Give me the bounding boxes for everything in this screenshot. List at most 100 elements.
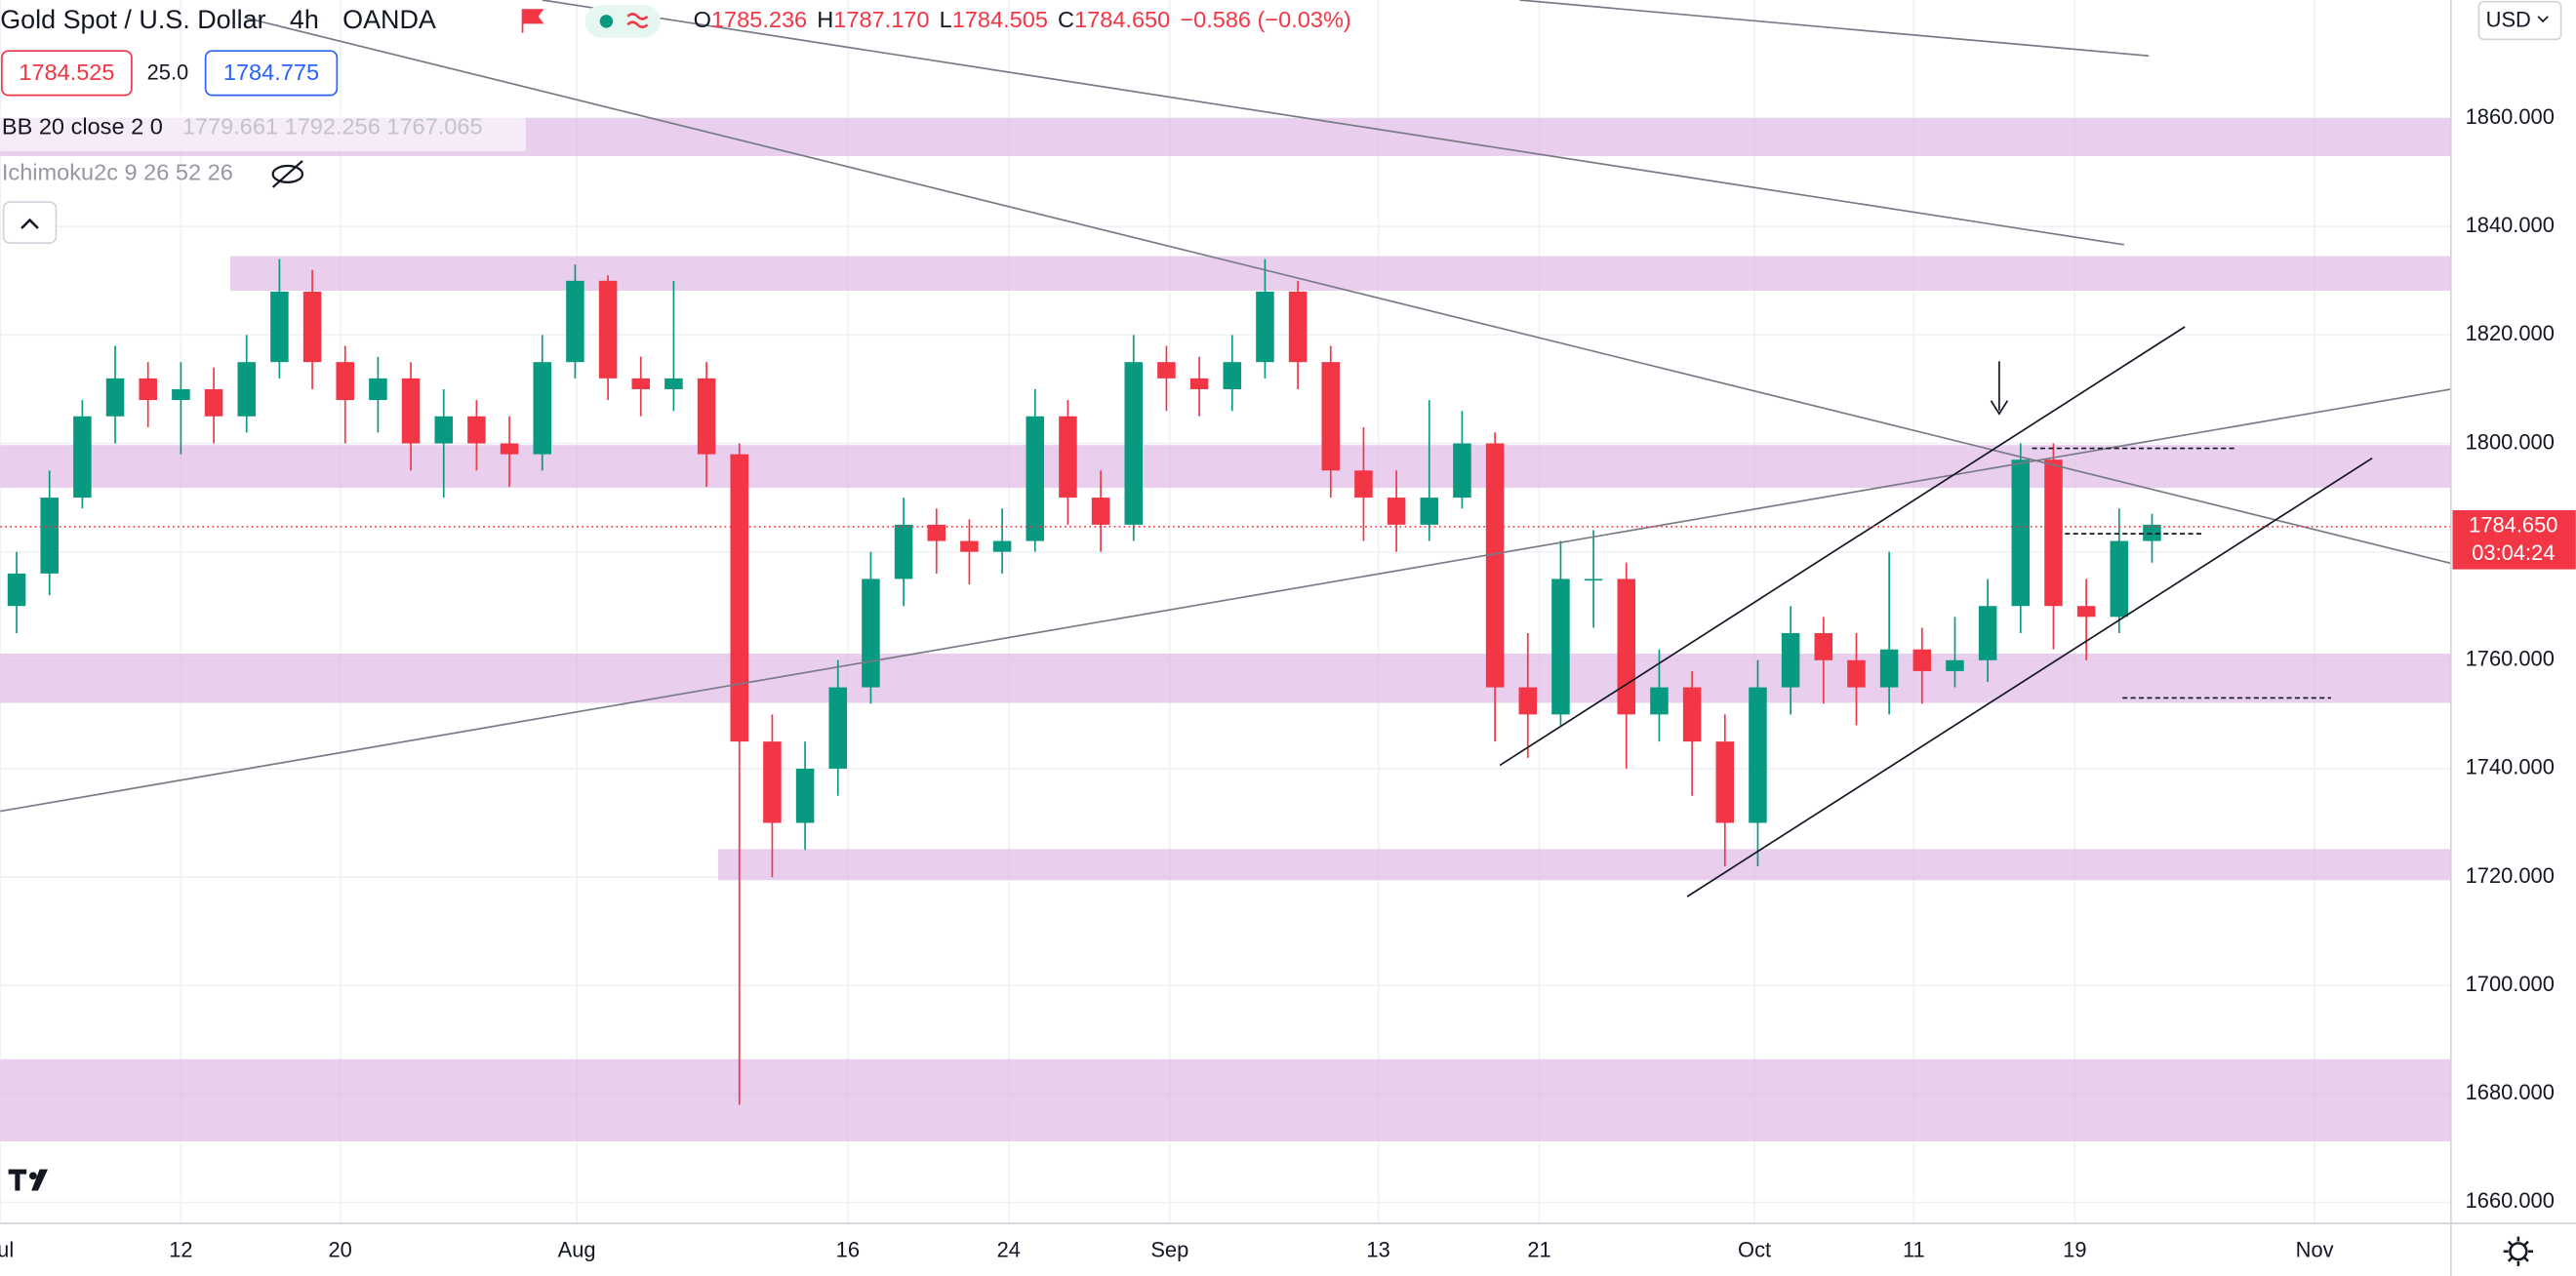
y-tick-label: 1840.000 xyxy=(2466,213,2555,237)
candle-body xyxy=(1814,633,1833,660)
candle-body xyxy=(369,378,387,401)
ohlc-value: 1784.505 xyxy=(952,7,1048,32)
ohlc-key: H xyxy=(817,7,833,32)
candle-body xyxy=(1518,687,1538,715)
candle-body xyxy=(664,378,683,389)
zone xyxy=(0,445,2451,488)
drawings xyxy=(0,0,2452,897)
settings-icon[interactable] xyxy=(2503,1236,2534,1266)
candle-body xyxy=(862,578,880,688)
channel-line xyxy=(1686,457,2373,897)
candle-body xyxy=(204,388,223,417)
x-tick-label: 11 xyxy=(1903,1238,1925,1262)
candle-body xyxy=(1157,362,1176,379)
candle-body xyxy=(7,573,26,607)
x-tick-label: Nov xyxy=(2296,1238,2334,1262)
candle-body xyxy=(598,280,618,379)
candle-body xyxy=(1749,687,1767,823)
tv-logo xyxy=(8,1169,49,1191)
candle-body xyxy=(1026,416,1045,541)
candle-body xyxy=(1584,578,1603,581)
currency-button[interactable] xyxy=(2477,0,2562,41)
status-dot xyxy=(599,15,614,28)
change: −0.586 (−0.03%) xyxy=(1180,7,1350,32)
trend-line xyxy=(246,17,2452,565)
trend-line xyxy=(1519,0,2150,58)
sell-price[interactable]: 1784.525 xyxy=(19,60,114,85)
exchange: OANDA xyxy=(342,5,436,34)
y-tick-label: 1660.000 xyxy=(2466,1188,2555,1213)
x-tick-label: Oct xyxy=(1738,1238,1771,1262)
price-axis-bg xyxy=(2450,0,2576,1276)
sell-button[interactable] xyxy=(1,50,133,97)
candle-body xyxy=(1420,498,1439,525)
ohlc-key: C xyxy=(1058,7,1074,32)
trend-line xyxy=(542,0,2124,246)
time-axis-bg xyxy=(0,1223,2576,1276)
hide-icon[interactable] xyxy=(271,160,304,188)
status-pill[interactable] xyxy=(584,5,661,38)
ohlc-line: O1785.236 H1787.170 L1784.505 C1784.650 −0.5… xyxy=(694,7,1351,32)
candle-body xyxy=(2110,540,2129,618)
header-line: Gold Spot / U.S. Dollar 4h OANDA xyxy=(0,5,436,34)
candle-body xyxy=(237,362,256,417)
candle-body xyxy=(73,416,92,498)
x-tick-label: 12 xyxy=(169,1238,192,1262)
y-tick-label: 1680.000 xyxy=(2466,1080,2555,1104)
buy-button[interactable] xyxy=(204,50,339,97)
last-price-label: 1784.650 xyxy=(2469,513,2557,538)
candle-body xyxy=(434,416,453,444)
candle-body xyxy=(1946,659,1964,671)
x-tick-label: 13 xyxy=(1366,1238,1389,1262)
dropdown-icon xyxy=(2537,16,2549,23)
collapse-button[interactable] xyxy=(2,201,58,244)
candle-body xyxy=(172,388,190,401)
ohlc-value: 1785.236 xyxy=(711,7,807,32)
currency[interactable]: USD xyxy=(2486,8,2531,32)
legend-bg xyxy=(0,111,526,151)
x-tick-label: 19 xyxy=(2063,1238,2086,1262)
candle-body xyxy=(992,540,1012,552)
channel-line xyxy=(1499,326,2186,767)
data-icon xyxy=(626,13,649,29)
ohlc-key: O xyxy=(694,7,711,32)
x-tick-label: Sep xyxy=(1150,1238,1188,1262)
candle-body xyxy=(1978,606,1997,660)
flag-icon[interactable] xyxy=(521,9,544,33)
candle-body xyxy=(631,378,650,389)
ichimoku-legend: Ichimoku2c 9 26 52 26 xyxy=(2,160,233,185)
candle-body xyxy=(1847,659,1866,688)
x-tick-label: 20 xyxy=(329,1238,352,1262)
candle-body xyxy=(828,687,848,769)
y-tick-label: 1760.000 xyxy=(2466,647,2555,671)
x-tick-label: Aug xyxy=(558,1238,596,1262)
candles xyxy=(7,259,2161,1105)
buy-price[interactable]: 1784.775 xyxy=(223,60,319,85)
trend-line xyxy=(0,388,2451,813)
candle-body xyxy=(1288,291,1308,363)
symbol-title: Gold Spot / U.S. Dollar xyxy=(0,5,265,34)
candle-body xyxy=(1256,291,1274,363)
x-tick-label: 21 xyxy=(1527,1238,1550,1262)
zone xyxy=(0,653,2451,703)
candle-body xyxy=(1682,687,1702,742)
y-tick-label: 1700.000 xyxy=(2466,972,2555,996)
candle-body xyxy=(500,443,519,455)
candle-body xyxy=(1485,443,1505,688)
candle-body xyxy=(697,378,716,455)
candle-body xyxy=(1189,378,1209,389)
chevron-up xyxy=(20,218,39,229)
y-tick-label: 1860.000 xyxy=(2466,104,2555,129)
candle-body xyxy=(960,540,979,552)
interval: 4h xyxy=(290,5,319,34)
candle-body xyxy=(894,524,913,579)
spread: 25.0 xyxy=(147,60,189,85)
ohlc-key: L xyxy=(940,7,952,32)
candle-body xyxy=(927,524,946,541)
candle-body xyxy=(1879,649,1899,688)
candle-body xyxy=(1387,498,1406,525)
candle-body xyxy=(270,291,289,363)
ohlc-value: 1787.170 xyxy=(833,7,929,32)
candle-body xyxy=(795,768,815,823)
